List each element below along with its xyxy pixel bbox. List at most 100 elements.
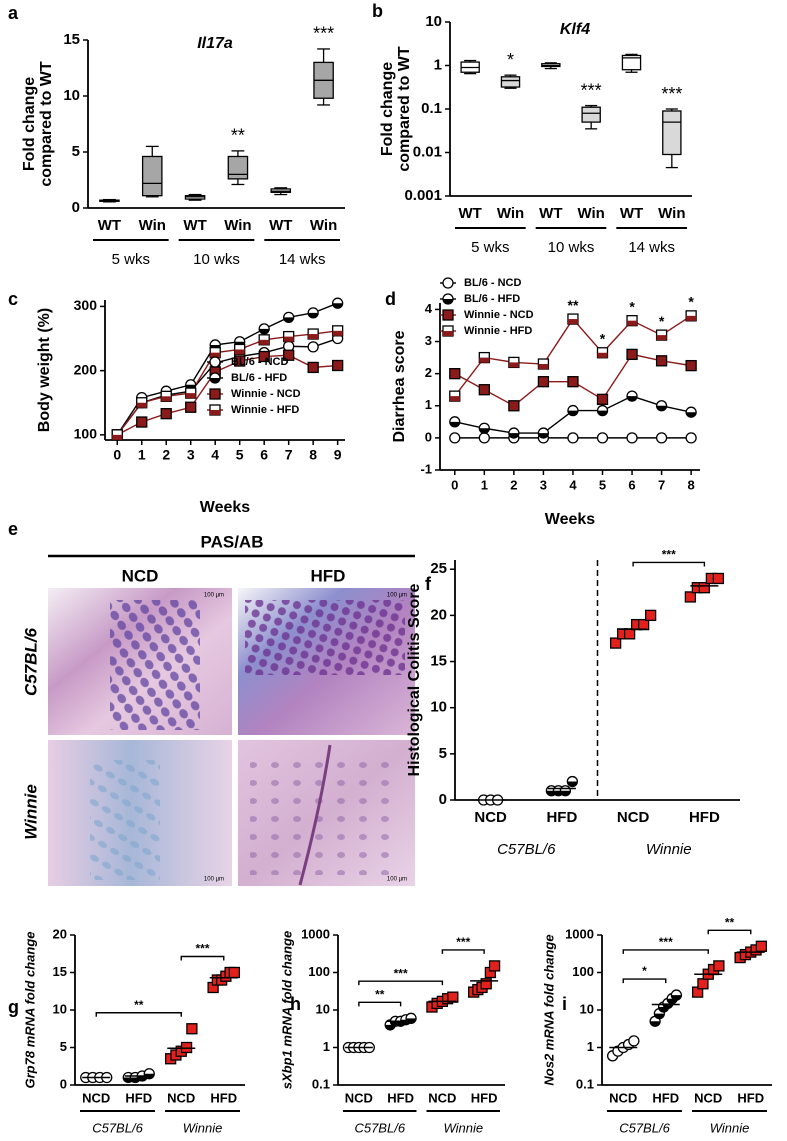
marker-body <box>623 628 636 640</box>
data-point <box>307 307 319 319</box>
x-tick-label: WT <box>98 217 121 234</box>
box <box>621 54 642 71</box>
marker-body <box>442 309 454 321</box>
group-label: 5 wks <box>112 251 150 268</box>
marker-body <box>644 609 657 622</box>
column-label: HFD <box>311 566 346 585</box>
significance-label: *** <box>581 80 602 100</box>
data-point <box>626 390 638 402</box>
data-point <box>685 432 697 444</box>
x-tick-label: Win <box>224 217 251 234</box>
x-tick-label: NCD <box>82 1090 110 1105</box>
data-point <box>478 351 490 364</box>
significance-bracket <box>707 929 752 935</box>
y-tick-label: 20 <box>430 606 447 623</box>
y-tick-label: 0.01 <box>413 143 442 160</box>
significance-label: * <box>600 330 606 346</box>
marker-half <box>161 396 172 402</box>
marker-half <box>567 410 578 416</box>
x-tick-label: NCD <box>617 809 650 826</box>
marker-half <box>449 421 460 427</box>
data-point <box>136 416 148 428</box>
marker-body <box>697 978 709 990</box>
histology-texture <box>245 600 405 675</box>
data-point <box>596 432 609 444</box>
data-point <box>508 356 520 369</box>
group-label: Winnie <box>183 1120 223 1135</box>
data-point <box>712 572 725 585</box>
marker-body <box>655 355 668 367</box>
marker-body <box>258 350 270 363</box>
data-point <box>670 989 683 1001</box>
marker-half <box>283 336 294 342</box>
y-tick-label: 10 <box>316 1001 330 1016</box>
marker-half <box>671 995 682 1001</box>
data-point <box>480 978 492 990</box>
legend-label: BL/6 - NCD <box>464 277 522 289</box>
y-tick-label: 5 <box>72 143 80 160</box>
y-tick-label: 2 <box>425 365 432 380</box>
x-tick-label: 7 <box>658 477 665 492</box>
data-point <box>258 323 270 335</box>
series-line <box>116 302 338 436</box>
marker-body <box>209 388 221 400</box>
box <box>581 106 601 123</box>
data-point <box>713 960 725 972</box>
marker-body <box>283 349 295 361</box>
y-tick-label: 0.1 <box>576 1076 594 1091</box>
marker-body <box>609 637 622 649</box>
data-point <box>186 1023 198 1035</box>
y-tick-label: 10 <box>63 87 80 104</box>
significance-label: *** <box>195 942 209 956</box>
y-tick-label: -1 <box>420 461 432 476</box>
y-tick-label: 1 <box>323 1039 330 1054</box>
data-point <box>697 978 709 990</box>
data-point <box>567 376 579 388</box>
data-point <box>626 315 638 327</box>
data-point <box>566 775 579 788</box>
y-tick-label: 1 <box>425 397 432 412</box>
stain-label: PAS/AB <box>201 532 264 551</box>
x-tick-label: 3 <box>187 447 195 463</box>
panel-label: d <box>385 289 396 309</box>
marker-half <box>443 299 453 304</box>
significance-bracket <box>358 980 444 986</box>
histology-texture <box>90 760 160 880</box>
x-tick-label: HFD <box>387 1090 414 1105</box>
marker-half <box>538 364 549 370</box>
data-point <box>488 960 501 972</box>
x-axis-label: Weeks <box>200 499 251 516</box>
panel-label: b <box>372 1 383 21</box>
significance-label: ** <box>375 987 385 1001</box>
data-point <box>537 376 550 388</box>
marker-body <box>442 277 454 289</box>
data-point <box>449 390 461 402</box>
y-tick-label: 10 <box>425 13 442 30</box>
marker-half <box>479 357 490 363</box>
legend-marker <box>442 293 454 305</box>
x-tick-label: 2 <box>162 447 170 463</box>
marker-half <box>560 790 571 796</box>
significance-label: ** <box>568 297 579 313</box>
x-tick-label: WT <box>269 217 292 234</box>
y-axis-label: sXbp1 mRNA fold change <box>279 931 294 1089</box>
y-axis-label: Histological Colitis Score <box>406 583 423 776</box>
data-point <box>283 330 295 343</box>
marker-body <box>596 432 609 444</box>
data-point <box>567 432 579 444</box>
significance-bracket <box>622 978 667 984</box>
marker-body <box>537 376 550 388</box>
x-tick-label: NCD <box>345 1090 373 1105</box>
group-label: 10 wks <box>548 239 595 256</box>
x-tick-label: 6 <box>628 477 635 492</box>
histology-panel: e PAS/AB NCD HFD C57BL/6 Winnie 100 µm 1… <box>8 519 415 886</box>
y-axis-label: Fold change <box>379 62 396 156</box>
marker-half <box>137 1076 148 1081</box>
data-point <box>609 637 622 649</box>
data-point <box>644 609 657 622</box>
scale-bar-label: 100 µm <box>204 877 224 883</box>
panel-label: g <box>8 997 19 1017</box>
series-line <box>116 337 338 436</box>
x-tick-label: 1 <box>481 477 488 492</box>
x-tick-label: Win <box>139 217 166 234</box>
